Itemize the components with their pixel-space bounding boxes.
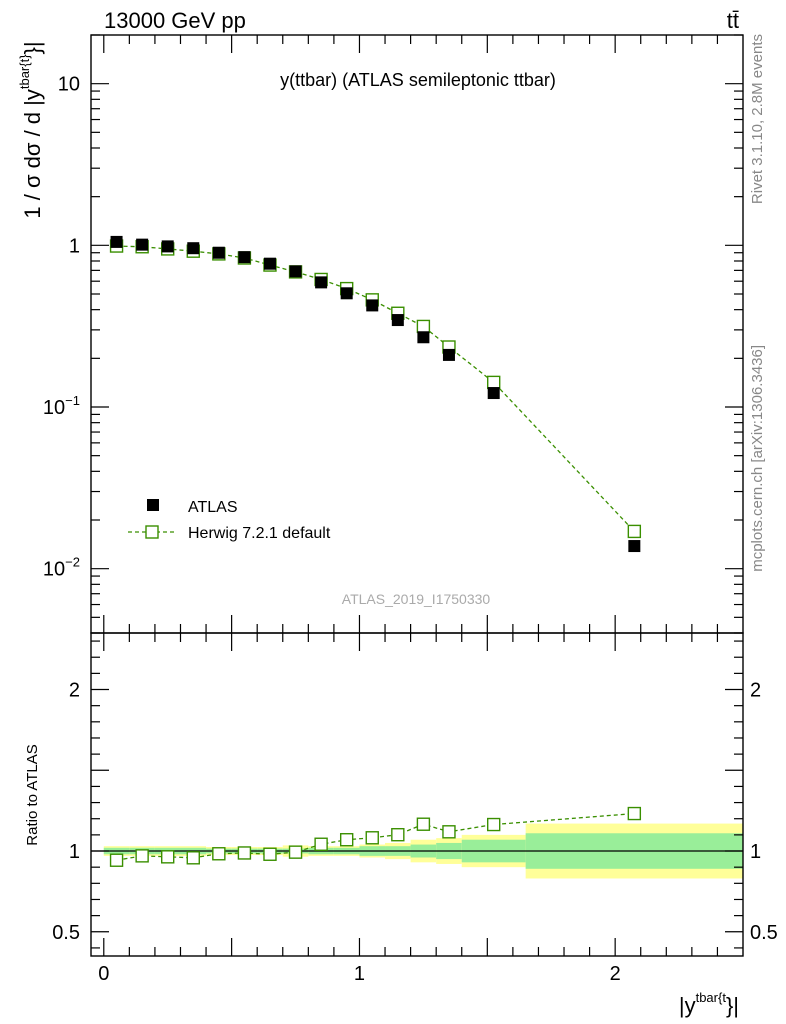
ratio-y-tick-label-left: 0.5 [52, 922, 80, 944]
legend-herwig-marker [145, 525, 159, 539]
herwig-ratio-point [263, 847, 277, 861]
ratio-y-ticks: 0.5 0.5 1 1 2 2 [52, 640, 778, 949]
atlas-point [136, 238, 149, 251]
atlas-point [391, 314, 404, 327]
herwig-ratio-point [314, 837, 328, 851]
ratio-y-axis-label: Ratio to ATLAS [24, 744, 41, 845]
mc-series-ratio [109, 806, 642, 867]
atlas-point [238, 251, 251, 264]
side-text-rivet: Rivet 3.1.10, 2.8M events [749, 34, 766, 204]
x-tick-label: 0 [98, 963, 109, 985]
main-y-tick-label: 1 [69, 235, 80, 257]
herwig-ratio-point [442, 825, 456, 839]
header-process-label: tt̄ [727, 8, 739, 33]
herwig-ratio-point [416, 817, 431, 831]
atlas-point [212, 246, 225, 259]
legend-herwig-label: Herwig 7.2.1 default [188, 525, 331, 542]
ratio-y-tick-label-right: 2 [750, 680, 761, 702]
y-axis-label-close: }| [20, 41, 45, 54]
main-y-tick-label: 10 [58, 74, 80, 96]
herwig-ratio-point [391, 828, 405, 842]
herwig-ratio-point [237, 846, 252, 860]
main-y-tick-label: 10−2 [43, 555, 80, 581]
herwig-point [416, 319, 431, 334]
side-text-mcplots: mcplots.cern.ch [arXiv:1306.3436] [749, 345, 766, 572]
herwig-point [487, 375, 501, 390]
main-y-tick-label-exponent: −1 [65, 393, 80, 408]
atlas-point [315, 276, 328, 289]
data-series-main [110, 235, 641, 553]
herwig-ratio-point [161, 850, 175, 864]
herwig-ratio-point [212, 847, 226, 861]
x-axis-label: |ytbar{t}| [679, 990, 739, 1018]
atlas-point [187, 242, 200, 255]
x-axis-label-superscript: tbar{t [696, 990, 727, 1005]
atlas-point [487, 387, 500, 400]
ratio-y-tick-label-right: 0.5 [750, 922, 778, 944]
legend-atlas-label: ATLAS [188, 499, 238, 516]
x-tick-label: 1 [354, 963, 365, 985]
herwig-ratio-point [135, 849, 149, 863]
legend-atlas-marker [147, 499, 159, 511]
x-axis-label-main: |y [679, 993, 696, 1018]
atlas-point [442, 348, 455, 361]
main-y-axis-label: 1 / σ dσ / d |ytbar{t}}| [17, 41, 45, 218]
atlas-point [263, 257, 276, 270]
x-tick-label: 2 [610, 963, 621, 985]
herwig-ratio-point [186, 851, 200, 865]
atlas-point [417, 331, 430, 344]
main-y-tick-label-base: 10 [43, 397, 65, 419]
herwig-point [627, 524, 642, 539]
herwig-line [116, 245, 635, 532]
atlas-point [161, 240, 174, 253]
main-y-tick-label-base: 10 [43, 559, 65, 581]
ratio-y-tick-label-left: 1 [69, 841, 80, 863]
herwig-ratio-line [116, 812, 635, 861]
y-axis-label-main: 1 / σ dσ / d |y [20, 89, 45, 218]
legend: ATLAS Herwig 7.2.1 default [128, 499, 331, 542]
mc-series-main [109, 239, 642, 539]
main-plot-frame [90, 34, 744, 634]
atlas-point [110, 235, 123, 248]
herwig-ratio-point [365, 831, 379, 845]
herwig-ratio-point [109, 853, 124, 867]
main-y-tick-label-exponent: −2 [65, 555, 80, 570]
ratio-y-tick-label-right: 1 [750, 841, 761, 863]
analysis-watermark: ATLAS_2019_I1750330 [342, 591, 491, 607]
herwig-ratio-point [627, 806, 642, 821]
ratio-y-tick-label-left: 2 [69, 680, 80, 702]
herwig-ratio-point [339, 833, 354, 847]
atlas-point [289, 265, 302, 278]
y-axis-label-superscript: tbar{t} [17, 54, 32, 89]
atlas-point [628, 540, 641, 553]
herwig-ratio-point [487, 817, 501, 832]
atlas-point [366, 299, 379, 312]
header-energy-label: 13000 GeV pp [104, 8, 246, 33]
x-axis-label-close: }| [726, 993, 739, 1018]
main-y-tick-label: 10−1 [43, 393, 80, 419]
atlas-point [340, 287, 353, 300]
ratio-plot-frame [90, 632, 744, 957]
plot-title: y(ttbar) (ATLAS semileptonic ttbar) [280, 70, 556, 90]
x-ticks: 0 1 2 [98, 35, 719, 985]
herwig-ratio-point [288, 845, 303, 859]
